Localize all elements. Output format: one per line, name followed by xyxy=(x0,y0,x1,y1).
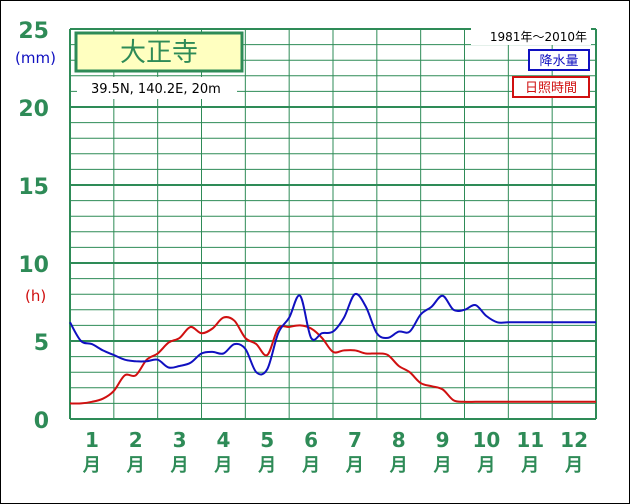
precipitation-line xyxy=(69,292,596,376)
x-tick-label: 11 xyxy=(516,428,544,452)
title-box xyxy=(74,31,244,73)
legend-precip-box xyxy=(528,49,590,71)
x-tick-label: 10 xyxy=(472,428,500,452)
legend-sunshine-box xyxy=(512,76,590,98)
y-tick-label: 25 xyxy=(18,19,49,44)
legend-precip: 降水量 xyxy=(539,54,578,69)
y-tick-label: 10 xyxy=(18,253,49,278)
x-tick-unit: 月 xyxy=(257,455,276,476)
x-tick-unit: 月 xyxy=(564,455,583,476)
subtitle-bg xyxy=(77,77,237,99)
chart-title: 大正寺 xyxy=(120,38,198,68)
x-tick-unit: 月 xyxy=(433,455,452,476)
x-tick-label: 7 xyxy=(348,428,362,452)
sunshine-line xyxy=(69,316,596,405)
x-tick-label: 5 xyxy=(260,428,274,452)
x-tick-unit: 月 xyxy=(301,455,320,476)
x-tick-unit: 月 xyxy=(170,455,189,476)
x-axis-ticks: 1 月 2 月 3 月 4 月 5 月 6 月 7 月 8 月 9 月 10 月 11 月 12 月 xyxy=(82,428,588,476)
x-tick-unit: 月 xyxy=(82,455,101,476)
chart-subtitle: 39.5N, 140.2E, 20m xyxy=(91,82,221,97)
x-tick-unit: 月 xyxy=(389,455,408,476)
x-tick-label: 1 xyxy=(85,428,99,452)
x-tick-unit: 月 xyxy=(520,455,539,476)
y-tick-label: 20 xyxy=(18,97,49,122)
y-tick-label: 15 xyxy=(18,175,49,200)
x-tick-unit: 月 xyxy=(476,455,495,476)
x-tick-label: 12 xyxy=(560,428,588,452)
x-tick-label: 4 xyxy=(216,428,230,452)
x-tick-label: 2 xyxy=(129,428,143,452)
period-label: 1981年〜2010年 xyxy=(490,30,587,44)
y-tick-label: 0 xyxy=(34,409,49,434)
y-axis-ticks: 0 5 10 15 20 25 xyxy=(18,19,49,434)
x-tick-label: 8 xyxy=(392,428,406,452)
x-tick-label: 9 xyxy=(436,428,450,452)
y-unit-left: (mm) xyxy=(15,49,56,67)
x-tick-unit: 月 xyxy=(126,455,145,476)
period-bg xyxy=(471,27,591,45)
grid xyxy=(69,28,597,420)
y-tick-label: 5 xyxy=(34,331,49,356)
y-unit-right: (h) xyxy=(25,287,46,305)
legend-sunshine: 日照時間 xyxy=(525,81,577,96)
x-tick-label: 3 xyxy=(173,428,187,452)
x-tick-label: 6 xyxy=(304,428,318,452)
x-tick-unit: 月 xyxy=(345,455,364,476)
x-tick-unit: 月 xyxy=(213,455,232,476)
